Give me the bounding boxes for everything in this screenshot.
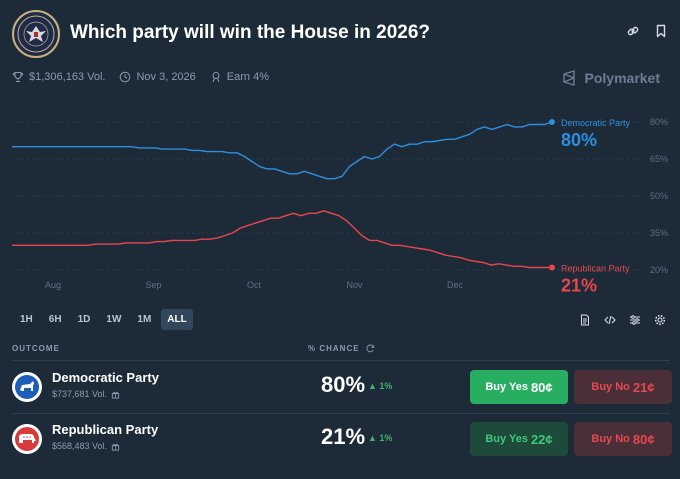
series-line-democratic [12,121,553,180]
x-tick-label: Oct [247,280,262,290]
series-name-label: Republican Party [561,264,630,274]
buy-yes-label: Buy Yes [485,381,528,393]
x-tick-label: Nov [346,280,363,290]
buy-yes-button[interactable]: Buy Yes 80¢ [470,370,568,404]
range-button-all[interactable]: ALL [161,309,193,330]
x-tick-label: Aug [45,280,61,290]
range-button-1m[interactable]: 1M [137,314,152,325]
outcomes-table-header: OUTCOME % CHANCE [12,344,670,362]
outcome-row-republican[interactable]: Republican Party $568,483 Vol. 21% ▲ 1% … [12,414,672,464]
page-title: Which party will win the House in 2026? [70,22,431,43]
buy-no-label: Buy No [591,381,630,393]
document-icon[interactable] [579,313,591,326]
rewards-icon [212,72,220,83]
outcome-row-democratic[interactable]: Democratic Party $737,681 Vol. 80% ▲ 1% … [12,362,672,412]
series-end-point [549,119,555,125]
buy-yes-price: 80¢ [530,379,553,395]
y-tick-label: 80% [650,117,668,127]
gear-icon[interactable] [654,313,666,326]
y-tick-label: 20% [650,265,668,275]
buy-no-button[interactable]: Buy No 80¢ [574,422,672,456]
trophy-icon [12,72,24,82]
house-seal-icon [12,10,60,58]
x-tick-label: Sep [145,280,161,290]
buy-yes-label: Buy Yes [485,433,528,445]
polymarket-logo: Polymarket [562,70,660,86]
chance-column-header: % CHANCE [308,344,360,353]
buy-no-label: Buy No [591,433,630,445]
buy-no-price: 80¢ [632,431,655,447]
democratic-donkey-icon [12,372,42,402]
bookmark-icon[interactable] [654,24,668,38]
outcome-column-header: OUTCOME [12,344,60,353]
code-icon[interactable] [604,313,616,325]
market-meta: $1,306,163 Vol. Nov 3, 2026 Earn 4% [12,71,269,83]
chance-delta: ▲ 1% [368,433,393,443]
earn-rewards[interactable]: Earn 4% [210,71,269,83]
chance-delta: ▲ 1% [368,381,393,391]
row-divider [12,413,670,414]
x-tick-label: Dec [447,280,464,290]
y-tick-label: 65% [650,154,668,164]
market-header: Which party will win the House in 2026? [12,10,668,60]
clock-icon [120,71,131,83]
earn-label: Earn 4% [226,71,269,83]
outcome-volume: $737,681 Vol. [52,389,108,399]
price-history-chart[interactable]: 80% 65% 50% 35% 20% Aug Sep Oct Nov Dec Democratic… [0,100,680,300]
refresh-icon[interactable] [366,344,375,353]
buy-yes-price: 22¢ [530,431,553,447]
outcome-name: Democratic Party [52,370,159,385]
link-icon[interactable] [626,24,640,38]
series-value-label: 80% [561,130,597,150]
series-line-republican [12,210,552,269]
range-button-1h[interactable]: 1H [20,314,33,325]
outcome-volume: $568,483 Vol. [52,441,108,451]
gift-icon [111,443,120,451]
range-button-6h[interactable]: 6H [48,314,62,325]
gift-icon [111,391,120,399]
y-tick-label: 50% [650,191,668,201]
y-tick-label: 35% [650,228,668,238]
outcome-chance: 21% [321,424,366,449]
table-divider [12,360,670,361]
range-button-1d[interactable]: 1D [77,314,91,325]
range-button-1w[interactable]: 1W [106,314,122,325]
republican-elephant-icon [12,424,42,454]
sliders-icon[interactable] [629,313,641,325]
buy-no-price: 21¢ [632,379,655,395]
buy-no-button[interactable]: Buy No 21¢ [574,370,672,404]
brand-name: Polymarket [584,70,660,86]
outcome-chance: 80% [321,372,366,397]
series-value-label: 21% [561,276,597,296]
outcome-name: Republican Party [52,422,159,437]
time-range-selector: 1H 6H 1D 1W 1M ALL [14,309,193,330]
chance-delta-value: 1% [379,381,393,391]
market-end-date: Nov 3, 2026 [136,71,196,83]
polymarket-icon [562,70,575,86]
buy-yes-button[interactable]: Buy Yes 22¢ [470,422,568,456]
series-end-point [549,264,555,271]
market-volume: $1,306,163 Vol. [29,71,106,83]
chance-delta-value: 1% [379,433,393,443]
series-name-label: Democratic Party [561,118,631,128]
